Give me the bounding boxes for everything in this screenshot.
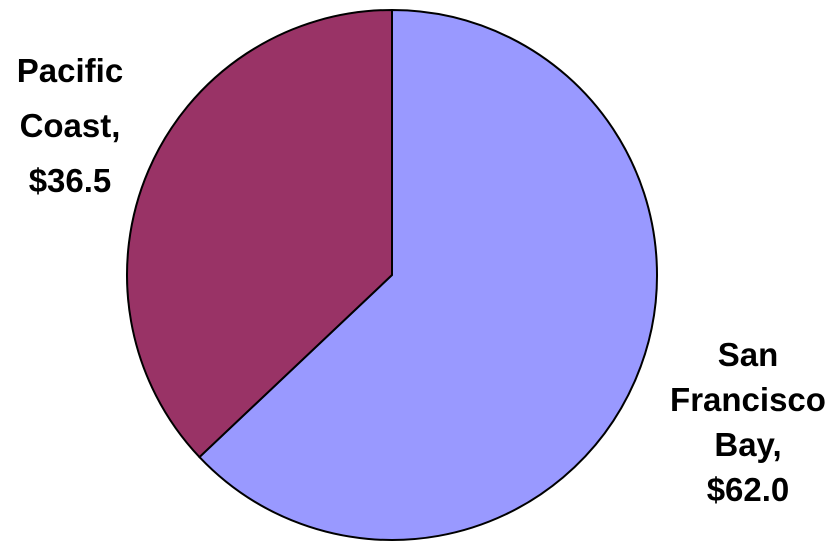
data-label-line: Francisco — [670, 381, 826, 418]
data-label-line: $62.0 — [707, 471, 790, 508]
data-label-line: Pacific — [17, 52, 123, 89]
pie-slice-pacific-coast — [126, 8, 393, 459]
data-label-line: Bay, — [714, 426, 781, 463]
slice-labels: San Francisco Bay, $62.0 Pacific Coast, $36.5 — [17, 52, 826, 508]
data-label-line: Coast, — [20, 107, 121, 144]
data-label-san-francisco-bay: San Francisco Bay, $62.0 — [670, 336, 826, 508]
pie-slice-san-francisco-bay — [198, 8, 659, 541]
data-label-pacific-coast: Pacific Coast, $36.5 — [17, 52, 123, 199]
data-label-line: San — [718, 336, 779, 373]
pie-slices — [126, 8, 659, 541]
data-label-line: $36.5 — [29, 162, 112, 199]
